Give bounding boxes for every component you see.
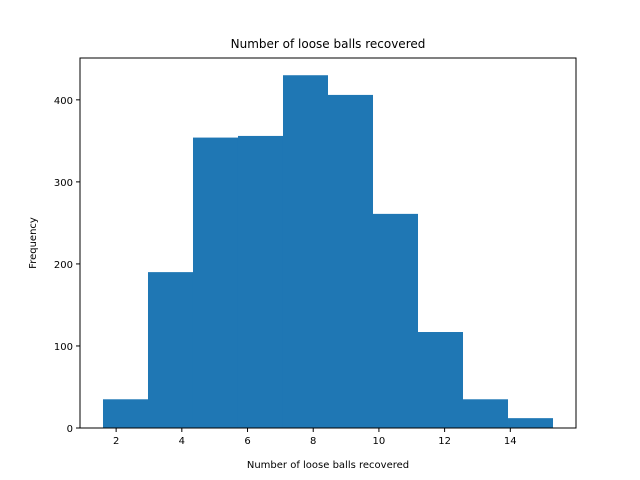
x-axis-ticks: 2 4 6 8 10 12 14 (113, 428, 517, 447)
histogram-bar (463, 399, 509, 428)
bars-group (102, 75, 554, 428)
y-axis-ticks: 0 100 200 300 400 (54, 96, 80, 435)
x-tick-label: 8 (310, 436, 316, 447)
y-tick-label: 100 (54, 342, 73, 353)
x-axis-label: Number of loose balls recovered (247, 460, 409, 471)
y-tick-label: 300 (54, 178, 73, 189)
x-tick-label: 10 (373, 436, 386, 447)
histogram-bar (192, 137, 238, 428)
y-axis-label: Frequency (28, 217, 39, 269)
x-tick-label: 2 (113, 436, 119, 447)
histogram-bar (102, 399, 148, 428)
plot-frame (79, 57, 577, 429)
x-tick-label: 6 (244, 436, 250, 447)
y-tick-label: 0 (67, 424, 73, 435)
histogram-bar (237, 135, 283, 428)
x-tick-label: 12 (438, 436, 451, 447)
histogram-bar (328, 94, 374, 428)
histogram-bar (418, 332, 464, 428)
x-tick-label: 4 (179, 436, 185, 447)
histogram-bar (282, 75, 328, 428)
histogram-bar (508, 418, 554, 428)
histogram-bar (373, 213, 419, 428)
x-tick-label: 14 (504, 436, 517, 447)
y-tick-label: 400 (54, 96, 73, 107)
chart-title: Number of loose balls recovered (231, 37, 426, 51)
y-tick-label: 200 (54, 260, 73, 271)
histogram-bar (147, 272, 193, 428)
